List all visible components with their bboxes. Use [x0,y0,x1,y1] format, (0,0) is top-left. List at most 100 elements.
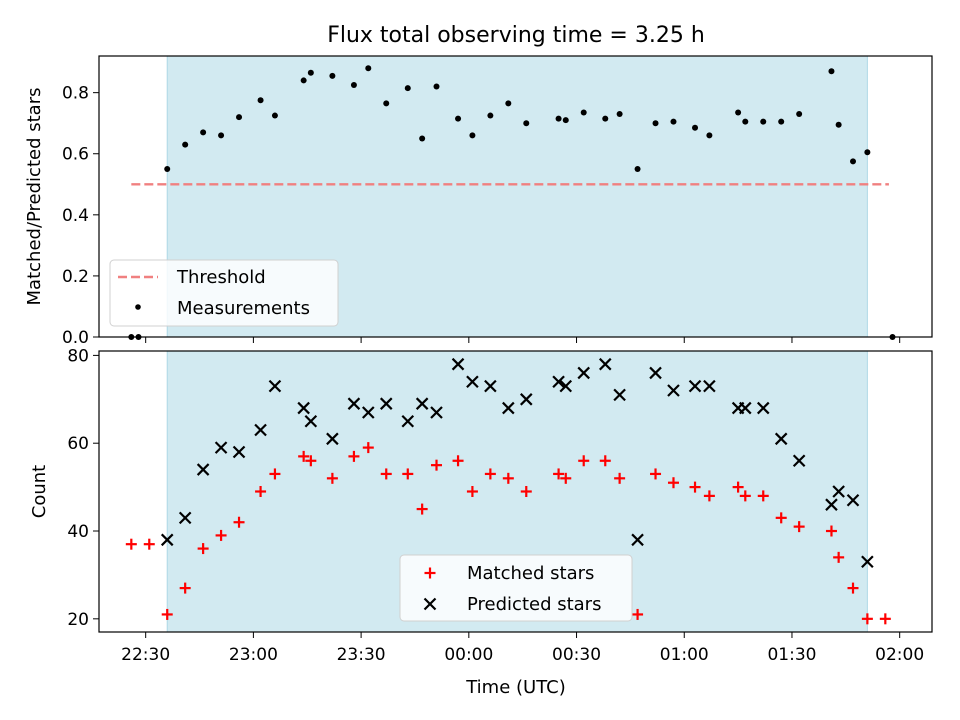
measurement-point [433,83,440,90]
top-y-tick-label: 0.6 [62,145,89,165]
matched-star-point [732,481,744,493]
matched-star-point [520,486,532,497]
measurement-point [692,124,699,131]
measurement-point [455,115,462,122]
measurement-point [796,111,803,118]
legend-matched-label: Matched stars [467,563,594,584]
measurement-point [300,77,307,84]
predicted-star-point [559,379,573,393]
predicted-star-point [631,533,644,547]
measurement-point [602,115,609,122]
matched-star-point [416,503,428,515]
measurement-point [487,112,494,119]
top-y-tick-label: 0.2 [62,267,89,287]
predicted-star-point [739,401,752,415]
matched-star-point [879,613,891,625]
matched-star-point [793,521,805,533]
bottom-y-tick-label: 60 [67,434,89,454]
bottom-y-tick-label: 80 [67,346,89,366]
measurement-point [523,120,530,127]
top-x-tick-marks [145,337,901,343]
matched-star-point [466,486,478,497]
predicted-star-point [613,388,626,402]
predicted-star-point [326,432,339,446]
top-legend: Threshold Measurements [109,259,339,327]
matched-star-point [326,472,338,484]
top-y-axis-label: Matched/Predicted stars [24,88,45,306]
matched-star-point [402,468,414,480]
predicted-star-point [688,379,702,393]
predicted-star-point [268,379,282,393]
predicted-star-point [774,432,788,446]
matched-stars-points [125,442,891,625]
measurement-point [469,132,476,139]
top-y-tick-label: 0.0 [62,328,89,348]
bottom-legend: Matched stars Predicted stars [399,554,633,622]
measurement-point [652,120,659,127]
predicted-star-point [792,454,806,468]
predicted-star-point [401,414,415,428]
matched-star-point [298,450,310,462]
top-panel: 0.00.20.40.60.8 Matched/Predicted stars … [24,55,933,348]
matched-star-point [614,472,626,484]
bottom-x-tick-label: 00:30 [552,645,601,665]
matched-star-point [560,472,572,484]
bottom-x-tick-label: 22:30 [121,645,170,665]
matched-star-point [757,490,769,502]
legend-matched-swatch [424,567,436,579]
bottom-y-ticks: 20 40 60 80 [67,346,99,630]
matched-star-point [233,516,245,528]
measurement-point [616,111,623,118]
matched-star-point [452,455,464,467]
predicted-star-point [430,406,443,419]
bottom-x-tick-label: 00:00 [444,645,493,665]
legend-measurements-label: Measurements [177,298,310,319]
measurement-point [404,85,411,92]
matched-star-point [484,468,496,480]
legend-plus-marker [424,567,436,579]
predicted-star-point [649,366,662,380]
predicted-star-point [502,401,515,415]
measurement-point [505,100,512,107]
measurement-point [580,109,587,116]
measurement-point [778,118,785,125]
matched-star-point [703,490,715,502]
bottom-panel: 20 40 60 80 22:30 23:00 23:30 00:00 00:30 01:00 0… [29,346,933,698]
measurement-point [164,166,171,173]
legend-predicted-swatch [423,597,437,611]
measurement-point [236,114,243,121]
matched-star-point [305,455,317,467]
predicted-star-point [846,494,860,507]
bottom-y-tick-label: 40 [67,522,89,542]
matched-star-point [215,529,227,541]
bottom-x-axis-label: Time (UTC) [465,677,566,698]
matched-star-point [431,459,443,471]
matched-star-point [197,543,209,555]
measurement-point [329,72,336,79]
predicted-star-point [667,384,680,397]
measurement-point [350,82,357,89]
matched-star-point [553,468,565,480]
matched-star-point [578,455,590,467]
measurement-point [835,121,842,128]
measurement-point [383,100,390,107]
matched-star-point [667,477,679,489]
predicted-star-point [451,357,465,371]
matched-star-point [650,468,662,480]
predicted-star-point [347,397,361,410]
predicted-star-point [577,366,590,380]
predicted-star-point [415,397,429,410]
measurement-point [864,149,871,156]
bottom-x-ticks: 22:30 23:00 23:30 00:00 00:30 01:00 01:30 02:00 [121,632,924,665]
matched-star-point [348,450,360,462]
matched-star-point [775,512,787,524]
measurement-point [555,115,562,122]
predicted-star-point [825,498,838,511]
measurement-point [735,109,742,116]
predicted-star-point [304,414,318,428]
bottom-y-axis-label: Count [29,465,50,518]
measurement-point [182,141,189,148]
predicted-star-point [379,397,393,410]
predicted-star-point [552,375,565,389]
